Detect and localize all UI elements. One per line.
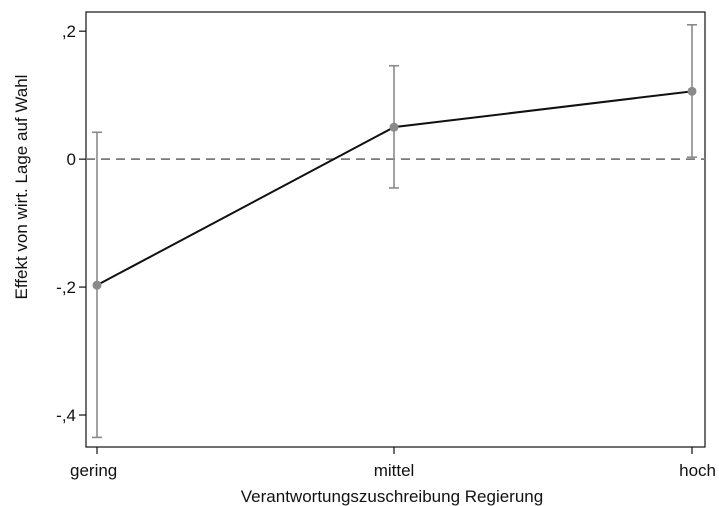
error-bars (92, 23, 697, 439)
data-point (687, 86, 697, 96)
data-point (389, 122, 399, 132)
x-tick-label: gering (70, 461, 117, 480)
y-tick-label: ,2 (62, 22, 76, 41)
data-point (92, 280, 102, 290)
y-axis: ,2 0 -,2 -,4 (56, 22, 86, 425)
markers (92, 86, 697, 290)
x-tick-label: hoch (679, 461, 716, 480)
x-tick-label: mittel (374, 461, 415, 480)
y-axis-title: Effekt von wirt. Lage auf Wahl (12, 75, 31, 300)
y-tick-label: -,2 (56, 278, 76, 297)
y-tick-label: 0 (67, 150, 76, 169)
x-axis-title: Verantwortungszuschreibung Regierung (241, 487, 543, 506)
y-tick-label: -,4 (56, 406, 76, 425)
x-axis: gering mittel hoch (70, 447, 716, 480)
plot-frame (85, 11, 706, 448)
